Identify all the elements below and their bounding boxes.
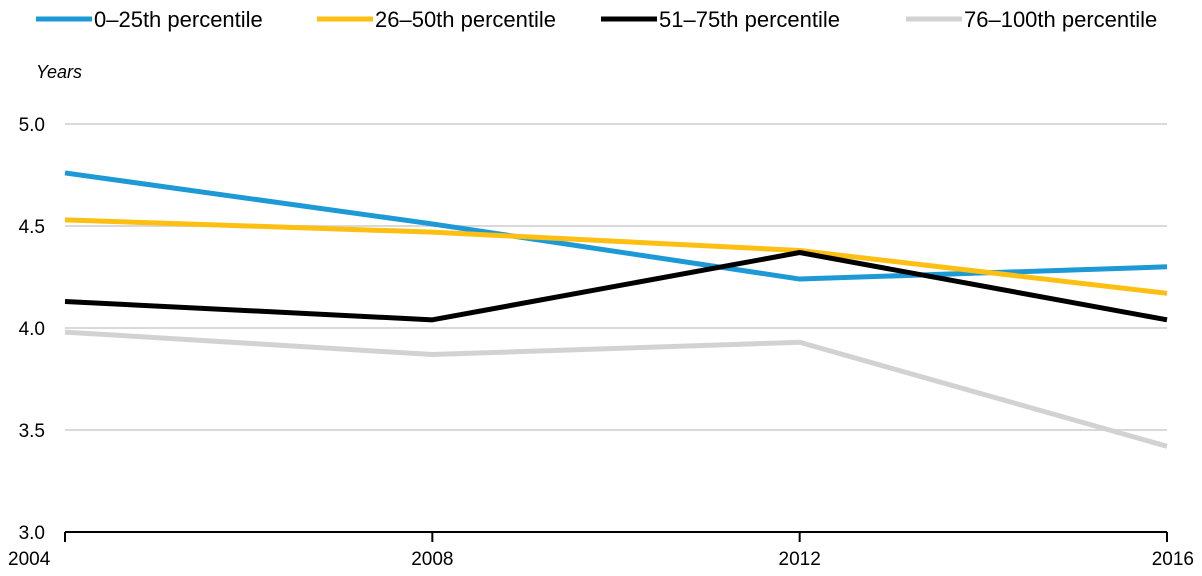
x-tick-label: 2008 bbox=[411, 549, 453, 570]
x-tick-label: 2004 bbox=[8, 549, 51, 570]
legend: 0–25th percentile 26–50th percentile 51–75… bbox=[36, 7, 1157, 32]
legend-label: 51–75th percentile bbox=[659, 7, 840, 32]
y-tick-label: 3.0 bbox=[19, 523, 45, 544]
gridlines bbox=[65, 123, 1167, 431]
y-axis-ticks: 3.0 3.5 4.0 4.5 5.0 bbox=[19, 115, 45, 544]
x-tick-label: 2012 bbox=[779, 549, 821, 570]
legend-label: 0–25th percentile bbox=[94, 7, 263, 32]
y-tick-label: 4.0 bbox=[19, 319, 45, 340]
series-lines bbox=[64, 170, 1168, 449]
series-line-2 bbox=[64, 217, 1168, 296]
y-axis-label: Years bbox=[36, 62, 82, 82]
legend-label: 76–100th percentile bbox=[964, 7, 1157, 32]
y-tick-label: 4.5 bbox=[19, 217, 45, 238]
series-line-3 bbox=[64, 250, 1168, 323]
x-axis: 2004 2008 2012 2016 bbox=[8, 531, 1194, 570]
y-tick-label: 3.5 bbox=[19, 421, 45, 442]
series-line-4 bbox=[64, 329, 1168, 449]
x-tick-label: 2016 bbox=[1152, 549, 1194, 570]
legend-label: 26–50th percentile bbox=[375, 7, 556, 32]
y-tick-label: 5.0 bbox=[19, 115, 45, 136]
